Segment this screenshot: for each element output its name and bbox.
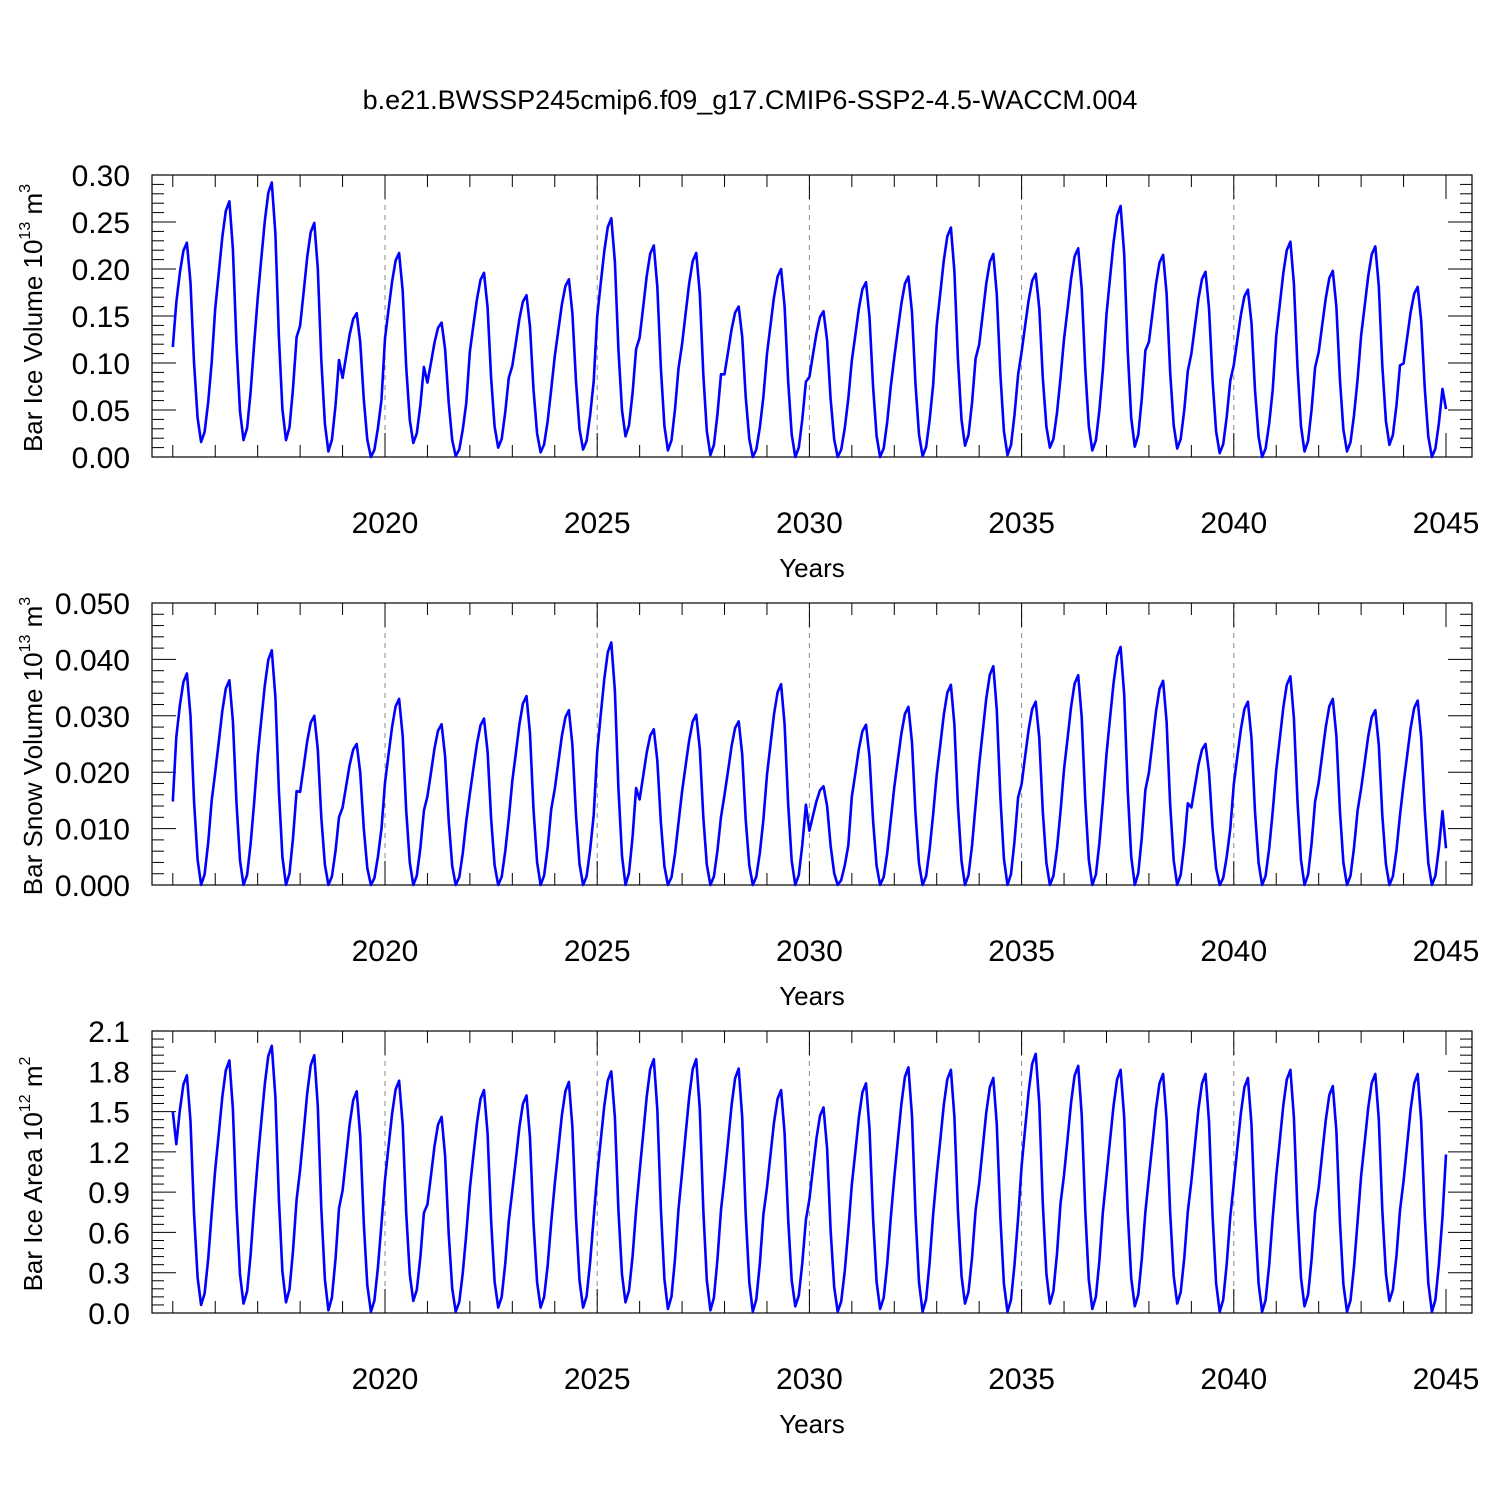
x-tick-label: 2030 bbox=[776, 1363, 843, 1396]
y-tick-label: 1.5 bbox=[88, 1097, 130, 1130]
x-tick-label: 2020 bbox=[352, 935, 419, 968]
plot-frame bbox=[151, 602, 1473, 886]
x-axis-title: Years bbox=[779, 981, 845, 1011]
x-tick-label: 2040 bbox=[1200, 507, 1267, 540]
y-axis-title: Bar Ice Area 1012 m2 bbox=[17, 1056, 48, 1291]
figure-title: b.e21.BWSSP245cmip6.f09_g17.CMIP6-SSP2-4… bbox=[362, 85, 1138, 115]
y-tick-label: 1.2 bbox=[88, 1137, 130, 1170]
y-tick-label: 0.030 bbox=[55, 701, 130, 734]
x-tick-label: 2025 bbox=[564, 1363, 631, 1396]
y-tick-label: 1.8 bbox=[88, 1056, 130, 1089]
y-tick-label: 0.30 bbox=[72, 160, 130, 193]
x-tick-label: 2035 bbox=[988, 935, 1055, 968]
plot-frame bbox=[151, 1030, 1473, 1314]
y-tick-label: 0.0 bbox=[88, 1298, 130, 1331]
y-tick-label: 2.1 bbox=[88, 1016, 130, 1049]
x-tick-label: 2035 bbox=[988, 507, 1055, 540]
x-tick-label: 2045 bbox=[1413, 1363, 1480, 1396]
y-tick-label: 0.15 bbox=[72, 301, 130, 334]
y-tick-label: 0.20 bbox=[72, 254, 130, 287]
x-tick-label: 2020 bbox=[352, 507, 419, 540]
plot-frame bbox=[151, 174, 1473, 458]
y-tick-label: 0.000 bbox=[55, 870, 130, 903]
x-tick-label: 2030 bbox=[776, 935, 843, 968]
y-tick-label: 0.050 bbox=[55, 588, 130, 621]
series-line bbox=[171, 641, 1448, 887]
y-tick-label: 0.25 bbox=[72, 207, 130, 240]
y-tick-label: 0.05 bbox=[72, 395, 130, 428]
x-tick-label: 2040 bbox=[1200, 1363, 1267, 1396]
x-tick-label: 2025 bbox=[564, 935, 631, 968]
y-tick-label: 0.010 bbox=[55, 814, 130, 847]
y-tick-label: 0.020 bbox=[55, 757, 130, 790]
x-tick-label: 2035 bbox=[988, 1363, 1055, 1396]
y-tick-label: 0.10 bbox=[72, 348, 130, 381]
series-line bbox=[171, 1044, 1448, 1313]
chart-panel-3: 0.0 0.3 0.6 0.9 1.2 1.5 1.8 2.1 2020 2025 2030 2035… bbox=[17, 1016, 1479, 1439]
y-axis-title: Bar Snow Volume 1013 m3 bbox=[17, 597, 48, 896]
x-tick-label: 2030 bbox=[776, 507, 843, 540]
x-axis-title: Years bbox=[779, 553, 845, 583]
x-tick-label: 2020 bbox=[352, 1363, 419, 1396]
chart-panel-1: 0.00 0.05 0.10 0.15 0.20 0.25 0.30 2020 2025 2030… bbox=[17, 160, 1479, 583]
y-tick-label: 0.00 bbox=[72, 442, 130, 475]
y-tick-label: 0.040 bbox=[55, 644, 130, 677]
y-tick-label: 0.9 bbox=[88, 1177, 130, 1210]
x-tick-label: 2040 bbox=[1200, 935, 1267, 968]
series-line bbox=[171, 181, 1448, 459]
x-tick-label: 2045 bbox=[1413, 935, 1480, 968]
x-tick-label: 2025 bbox=[564, 507, 631, 540]
y-tick-label: 0.3 bbox=[88, 1258, 130, 1291]
x-tick-label: 2045 bbox=[1413, 507, 1480, 540]
y-axis-title: Bar Ice Volume 1013 m3 bbox=[17, 184, 48, 452]
y-tick-label: 0.6 bbox=[88, 1217, 130, 1250]
x-axis-title: Years bbox=[779, 1409, 845, 1439]
chart-panel-2: 0.000 0.010 0.020 0.030 0.040 0.050 2020 2025 20… bbox=[17, 588, 1479, 1011]
